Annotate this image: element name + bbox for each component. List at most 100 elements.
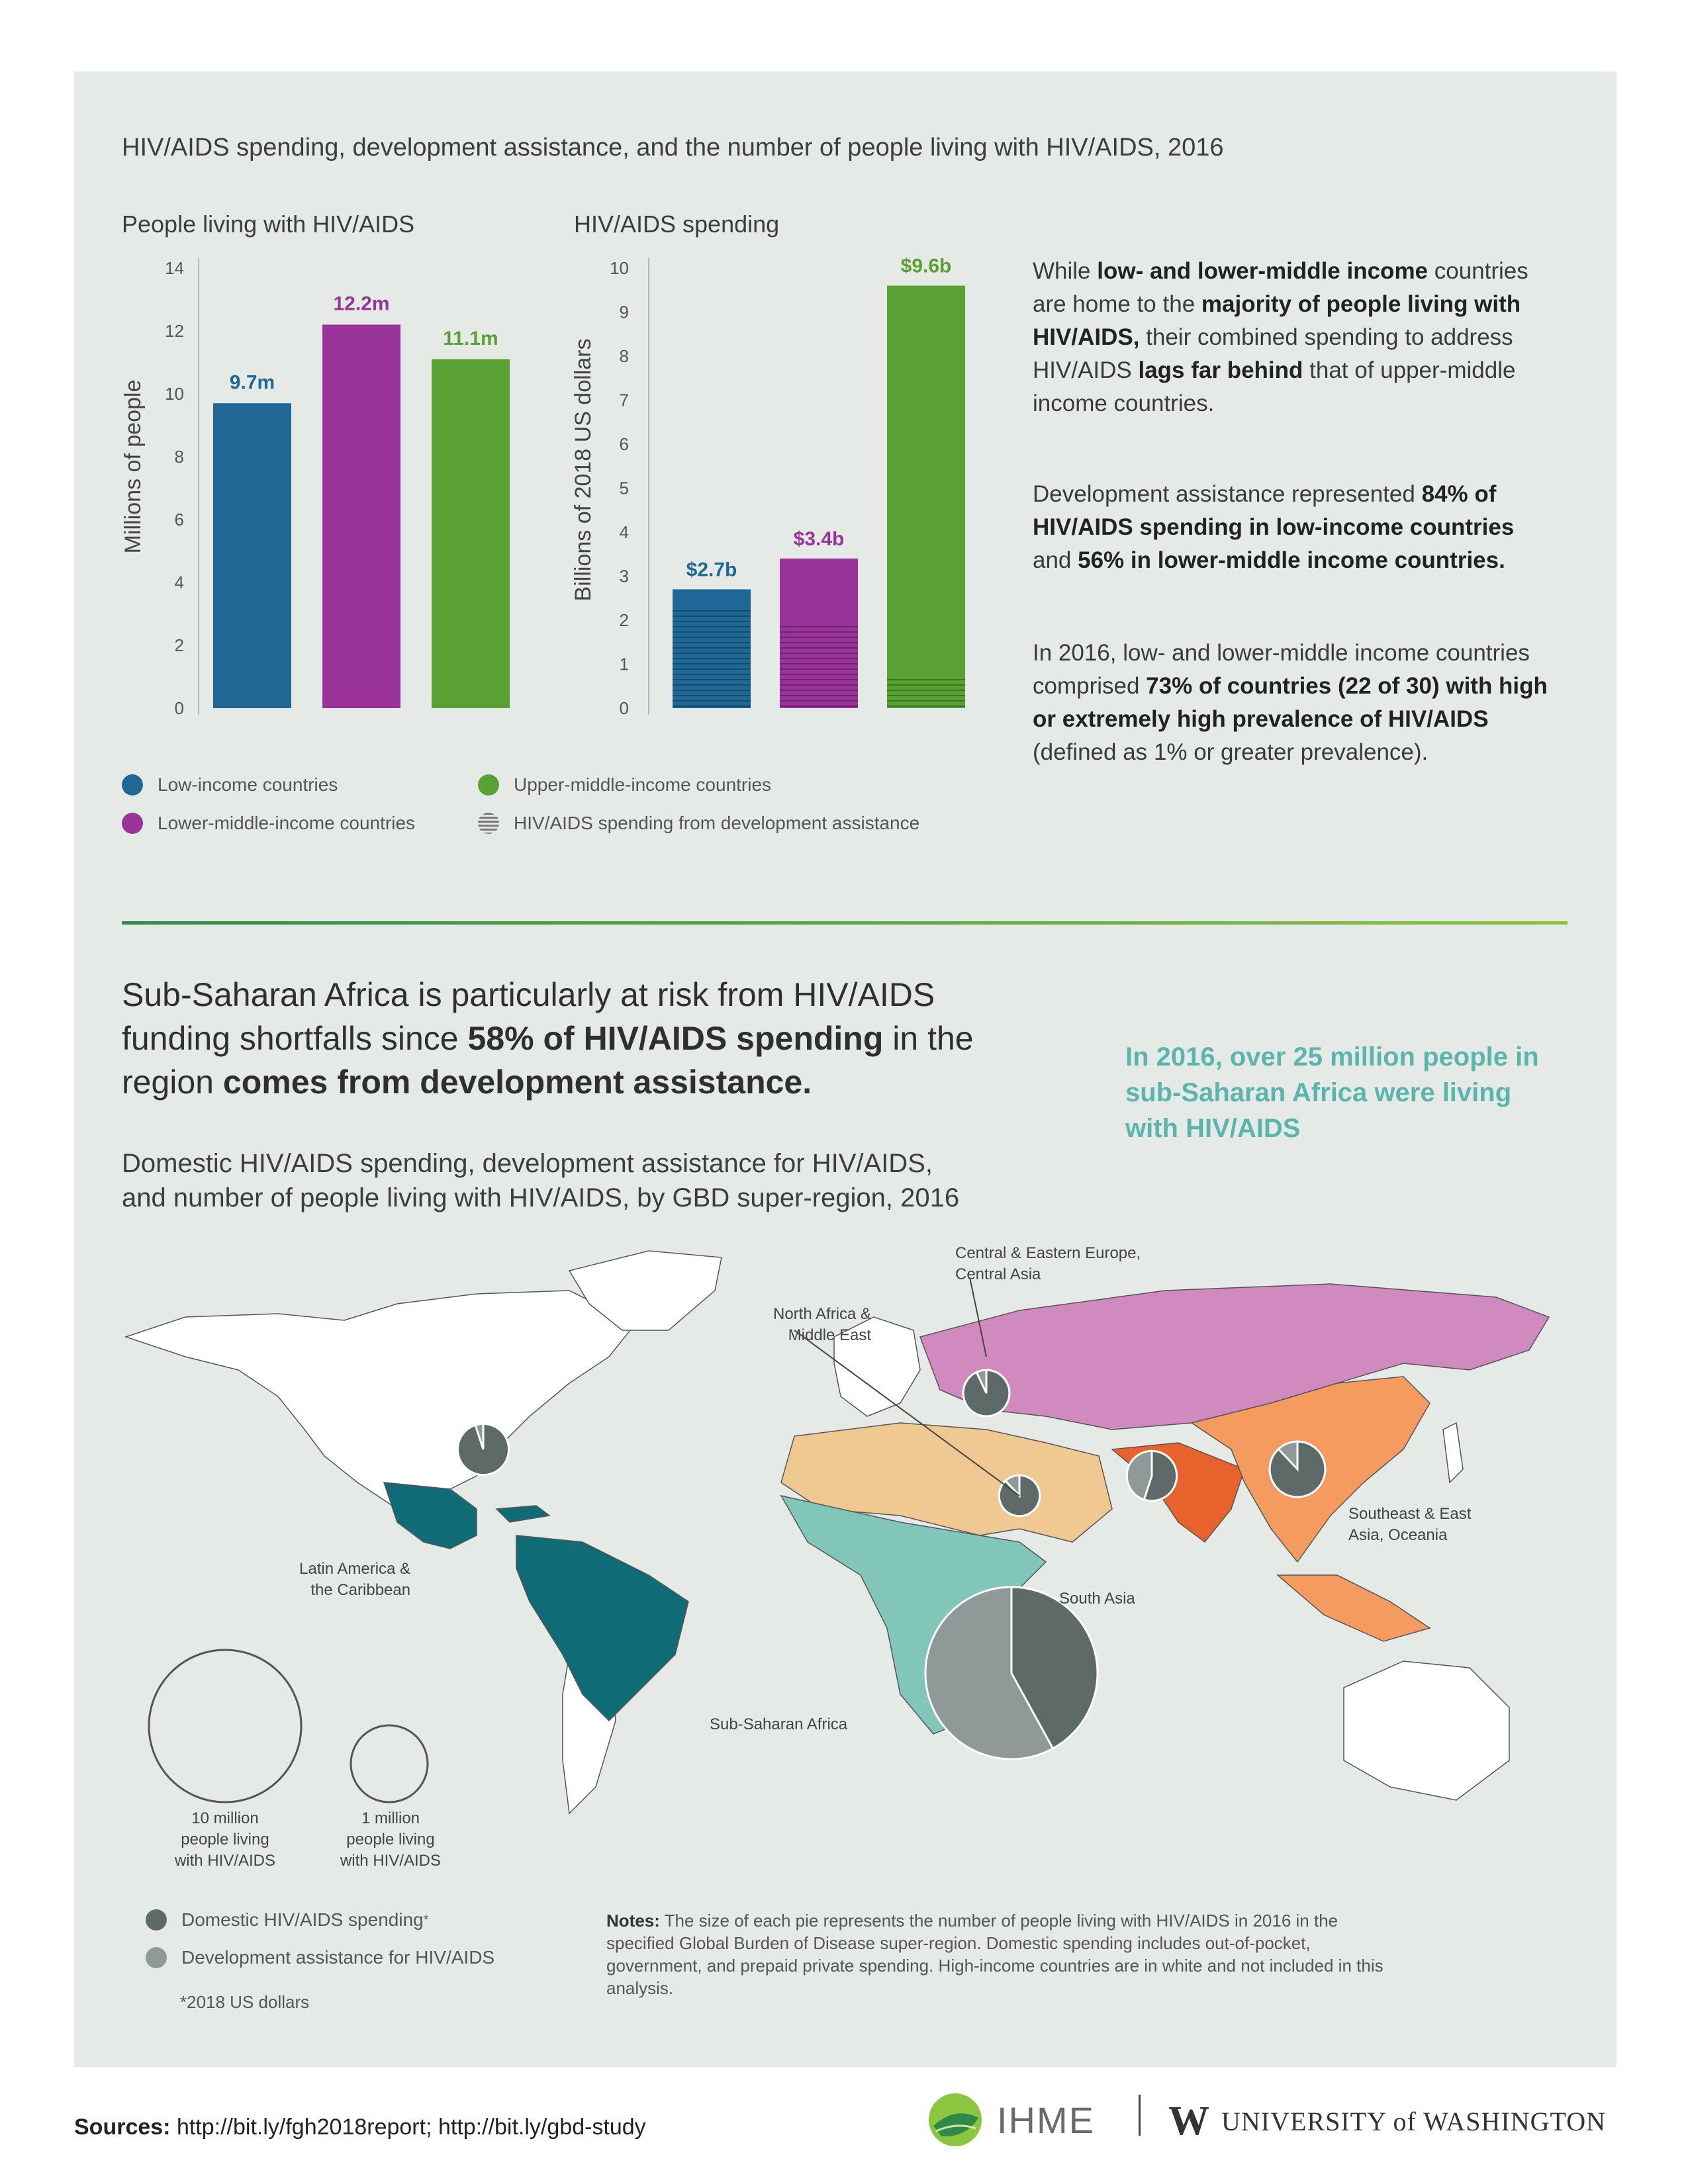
ihme-wordmark: IHME bbox=[997, 2099, 1095, 2141]
chart2-data-label: $3.4b bbox=[794, 528, 845, 550]
spending-bar-chart: Billions of 2018 US dollars 0 1 2 3 4 5 6 7 8 9 10… bbox=[571, 255, 965, 718]
ceeca-leader-line bbox=[969, 1277, 987, 1357]
chart2-dah-segment bbox=[887, 677, 965, 708]
pie-domestic-slice bbox=[1143, 1449, 1178, 1502]
legend-upper-middle-label: Upper-middle-income countries bbox=[514, 774, 772, 795]
pie-domestic-slice bbox=[1268, 1440, 1327, 1498]
hatch-swatch-icon bbox=[478, 813, 499, 834]
people-bar-chart: Millions of people 0 2 4 6 8 10 12 14 9.7m 12.2m… bbox=[120, 258, 510, 718]
size-legend-10m-line-3: with HIV/AIDS bbox=[174, 1852, 276, 1870]
japan bbox=[1442, 1422, 1464, 1484]
chart2-dah-segment bbox=[780, 624, 858, 708]
paragraph-3: In 2016, low- and lower-middle income co… bbox=[1033, 637, 1549, 769]
ceeca-region bbox=[919, 1283, 1550, 1430]
world-map bbox=[124, 1250, 1550, 1815]
chart1-tick-label: 4 bbox=[175, 572, 184, 592]
chart2-data-label: $9.6b bbox=[901, 255, 952, 277]
chart1-tick-label: 14 bbox=[165, 258, 184, 278]
text-run: 58% of HIV/AIDS spending bbox=[467, 1020, 884, 1057]
notes-label: Notes: bbox=[606, 1911, 660, 1931]
figure-title: HIV/AIDS spending, development assistanc… bbox=[122, 134, 1224, 161]
chart2-bar bbox=[887, 285, 965, 709]
chart2-tick-label: 9 bbox=[620, 302, 629, 322]
text-run: In 2016, low- and lower-middle income co… bbox=[1033, 640, 1530, 699]
ihme-leaf-icon bbox=[929, 2093, 982, 2146]
size-legend-10m-line-1: 10 million bbox=[191, 1809, 259, 1827]
size-legend-1m-line-2: people living bbox=[346, 1831, 435, 1848]
map-title-line-2: and number of people living with HIV/AID… bbox=[122, 1183, 960, 1212]
text-run: low- and lower-middle income bbox=[1097, 258, 1429, 284]
pie-domestic-slice bbox=[962, 1369, 1011, 1418]
notes-text: The size of each pie represents the numb… bbox=[606, 1911, 1383, 1998]
chart1-title: People living with HIV/AIDS bbox=[122, 210, 415, 238]
chart1-data-label: 11.1m bbox=[443, 328, 498, 349]
lower-middle-swatch-icon bbox=[122, 813, 143, 834]
text-run: lags far behind bbox=[1138, 357, 1303, 383]
legend-domestic: Domestic HIV/AIDS spending * bbox=[146, 1909, 429, 1931]
label-lac-line-1: Latin America & bbox=[299, 1560, 411, 1578]
chart1-bar bbox=[322, 324, 400, 708]
legend-dah-map-label: Development assistance for HIV/AIDS bbox=[181, 1947, 495, 1968]
uw-w-icon: W bbox=[1168, 2099, 1209, 2144]
chart1-tick-label: 10 bbox=[165, 384, 184, 404]
chart2-tick-label: 8 bbox=[620, 346, 629, 366]
chart1-tick-label: 2 bbox=[175, 635, 184, 655]
label-nafme-line-2: Middle East bbox=[788, 1326, 872, 1344]
legend-domestic-asterisk: * bbox=[423, 1912, 429, 1927]
chart1-bar bbox=[213, 403, 291, 708]
australia bbox=[1343, 1661, 1510, 1801]
legend-dah-map: Development assistance for HIV/AIDS bbox=[146, 1947, 494, 1968]
text-run: majority of people living with HIV/AIDS, bbox=[1033, 291, 1521, 350]
legend-low: Low-income countries bbox=[122, 774, 338, 796]
map-title-line-1: Domestic HIV/AIDS spending, development … bbox=[122, 1149, 933, 1178]
legend-dah: HIV/AIDS spending from development assis… bbox=[478, 813, 919, 834]
ihme-logo: IHME bbox=[927, 2091, 1095, 2148]
map-title: Domestic HIV/AIDS spending, development … bbox=[122, 1146, 1115, 1215]
text-run: their combined spending to address HIV/A… bbox=[1033, 324, 1513, 383]
chart2-tick-label: 0 bbox=[620, 698, 629, 718]
text-run: countries are home to the bbox=[1033, 258, 1528, 317]
chart2-title: HIV/AIDS spending bbox=[574, 210, 780, 238]
text-run: that of upper-middle income countries. bbox=[1033, 357, 1516, 416]
chart2-dah-segment bbox=[673, 607, 751, 708]
caribbean bbox=[495, 1505, 551, 1523]
legend-domestic-label: Domestic HIV/AIDS spending bbox=[181, 1909, 424, 1930]
low-swatch-icon bbox=[122, 774, 143, 796]
text-run: Sub-Saharan Africa is particularly at ri… bbox=[122, 976, 935, 1057]
mexico-central-america bbox=[383, 1482, 477, 1549]
text-run: Development assistance represented bbox=[1033, 481, 1422, 507]
size-legend-1m-circle bbox=[350, 1724, 429, 1803]
chart2-tick-label: 1 bbox=[620, 655, 629, 674]
chart1-data-label: 12.2m bbox=[333, 293, 389, 315]
western-europe bbox=[833, 1316, 921, 1417]
legend-upper-middle: Upper-middle-income countries bbox=[478, 774, 771, 796]
chart1-bar bbox=[432, 359, 510, 708]
legend-dah-label: HIV/AIDS spending from development assis… bbox=[514, 813, 920, 833]
chart2-ylabel: Billions of 2018 US dollars bbox=[571, 339, 596, 602]
text-run: 56% in lower-middle income countries. bbox=[1078, 547, 1505, 573]
label-seao: Southeast & East Asia, Oceania bbox=[1348, 1504, 1471, 1546]
north-america bbox=[124, 1290, 637, 1510]
chart1-tick-label: 6 bbox=[175, 510, 184, 529]
upper-middle-swatch-icon bbox=[478, 774, 499, 796]
size-legend-1m-line-1: 1 million bbox=[361, 1809, 420, 1827]
label-ssa: Sub-Saharan Africa bbox=[710, 1715, 848, 1733]
label-nafme: North Africa & Middle East bbox=[773, 1304, 871, 1346]
uw-logo: W UNIVERSITY of WASHINGTON bbox=[1168, 2098, 1606, 2145]
text-run: 73% of countries (22 of 30) with high or… bbox=[1033, 673, 1548, 732]
south-america bbox=[516, 1535, 689, 1722]
chart2-tick-label: 3 bbox=[620, 567, 629, 586]
text-run: 84% of HIV/AIDS spending in low-income c… bbox=[1033, 481, 1515, 540]
paragraph-2: Development assistance represented 84% o… bbox=[1033, 478, 1549, 577]
section-divider bbox=[122, 921, 1568, 925]
label-south-asia: South Asia bbox=[1059, 1590, 1135, 1608]
sources-label: Sources: bbox=[74, 2115, 171, 2140]
chart1-tick-label: 12 bbox=[165, 321, 184, 341]
chart2-tick-label: 6 bbox=[620, 434, 629, 454]
maritime-sea-islands bbox=[1276, 1574, 1431, 1642]
chart2-tick-label: 10 bbox=[610, 258, 629, 278]
chart2-data-label: $2.7b bbox=[686, 559, 737, 580]
size-legend-10m-line-2: people living bbox=[181, 1831, 269, 1848]
chart1-data-label: 9.7m bbox=[230, 371, 275, 393]
paragraph-1: While low- and lower-middle income count… bbox=[1033, 255, 1549, 420]
